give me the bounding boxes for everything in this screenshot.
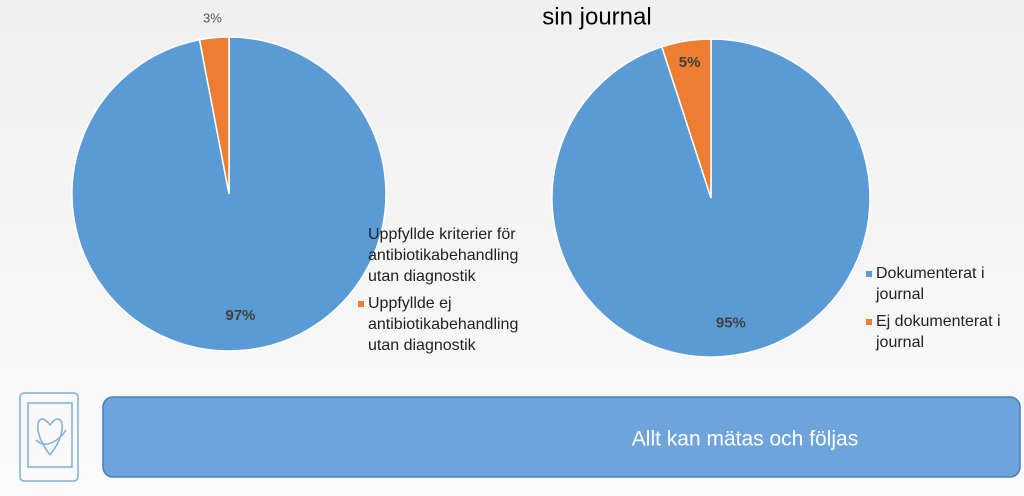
legend-swatch: [866, 271, 872, 277]
banner: [102, 396, 1021, 478]
legend-item: Uppfyllde ej antibiotikabehandling utan …: [358, 293, 543, 356]
pie-slice: [660, 38, 712, 199]
legend-swatch: [358, 301, 364, 307]
pie-slice: [198, 36, 230, 195]
data-label: 97%: [226, 307, 256, 324]
legend-swatch: [358, 232, 364, 238]
legend: Dokumenterat i journal Ej dokumenterat i …: [866, 263, 1016, 359]
chart-title: sin journal: [542, 3, 651, 30]
legend-label: Dokumenterat i journal: [876, 265, 985, 303]
legend-label: Uppfyllde kriterier för antibiotikabehan…: [368, 226, 519, 285]
logo: [19, 392, 79, 482]
data-label: 95%: [716, 315, 746, 332]
legend-swatch: [866, 319, 872, 325]
legend: Uppfyllde kriterier för antibiotikabehan…: [358, 224, 543, 362]
legend-label: Ej dokumenterat i journal: [876, 313, 1001, 351]
legend-item: Dokumenterat i journal: [866, 263, 1016, 305]
banner-text: Allt kan mätas och följas: [632, 428, 858, 451]
data-label: 3%: [203, 10, 222, 25]
legend-item: Ej dokumenterat i journal: [866, 311, 1016, 353]
legend-item: Uppfyllde kriterier för antibiotikabehan…: [358, 224, 543, 287]
legend-label: Uppfyllde ej antibiotikabehandling utan …: [368, 295, 519, 354]
data-label: 5%: [679, 54, 701, 71]
